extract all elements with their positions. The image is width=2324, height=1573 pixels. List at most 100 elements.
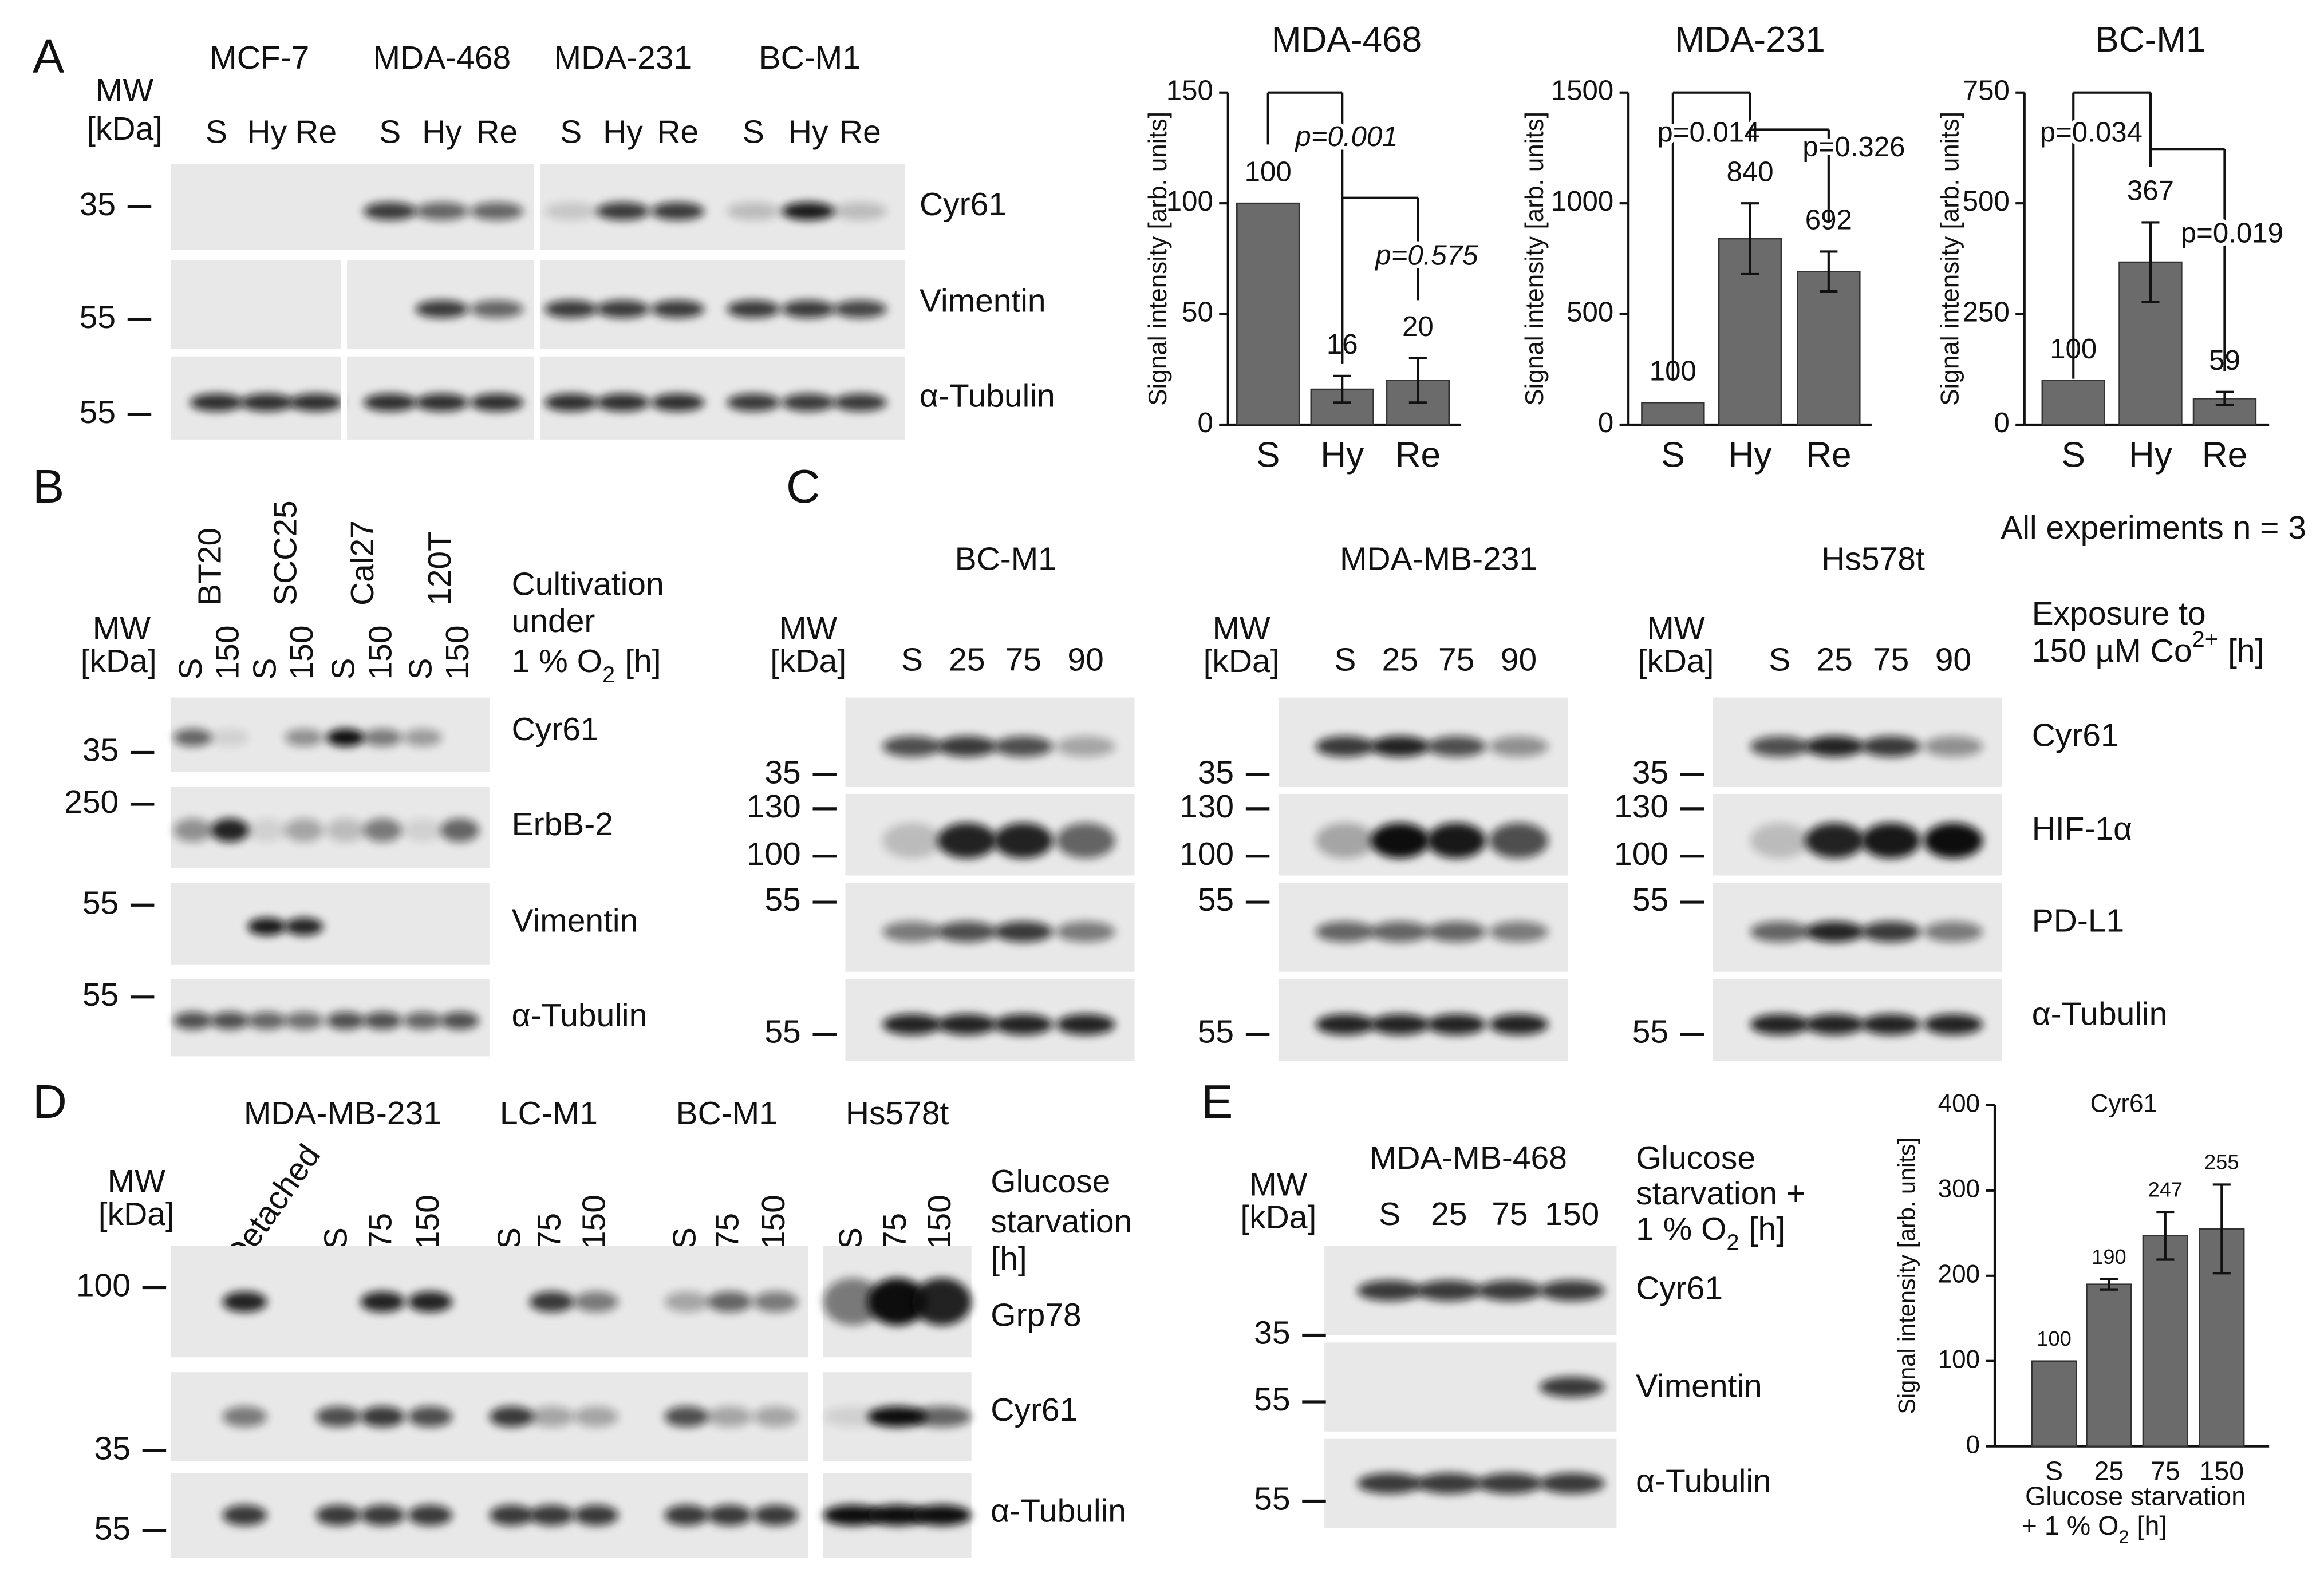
text-part: 2+ xyxy=(2192,626,2218,651)
band xyxy=(173,818,212,843)
band xyxy=(247,918,286,936)
protein-label: Vimentin xyxy=(512,902,638,939)
band xyxy=(993,736,1054,757)
text-part: [h] xyxy=(2137,1511,2167,1540)
lane-label: 150 xyxy=(1545,1196,1599,1232)
band xyxy=(707,1505,752,1526)
condition-line: under xyxy=(512,603,595,639)
lane-label: Hy xyxy=(788,113,828,150)
band xyxy=(937,921,997,942)
band xyxy=(1315,1014,1375,1035)
band xyxy=(1357,1473,1423,1494)
lane-label: S xyxy=(832,1227,869,1249)
bar xyxy=(1236,202,1300,426)
band xyxy=(360,1291,405,1313)
band xyxy=(210,818,250,843)
band xyxy=(489,1406,534,1428)
band xyxy=(363,1011,402,1030)
cell-line: Hs578t xyxy=(846,1095,949,1132)
p-value: p=0.034 xyxy=(2040,116,2143,148)
band xyxy=(574,1505,619,1526)
band xyxy=(529,1406,574,1428)
band xyxy=(782,202,835,220)
chart-title: MDA-231 xyxy=(1675,20,1825,60)
band xyxy=(1539,1376,1605,1398)
band xyxy=(1750,823,1810,859)
value-label: 100 xyxy=(2037,1327,2071,1350)
cell-line: MDA-MB-231 xyxy=(1340,540,1537,577)
lane-label: S xyxy=(1379,1196,1400,1232)
band xyxy=(753,1505,798,1526)
cell-line: BC-M1 xyxy=(759,39,861,76)
protein-label: Vimentin xyxy=(1636,1368,1762,1405)
condition-line: starvation xyxy=(991,1203,1132,1240)
band xyxy=(415,202,469,220)
text-part: [h] xyxy=(625,643,661,679)
value-label: 247 xyxy=(2148,1177,2183,1201)
value-label: 100 xyxy=(1245,156,1292,187)
band xyxy=(882,1014,942,1035)
band xyxy=(833,300,887,318)
band xyxy=(823,1406,883,1428)
lane-label: Hy xyxy=(603,113,643,150)
text-part: 2 xyxy=(1726,1230,1739,1255)
band xyxy=(1750,736,1810,757)
panel-label: D xyxy=(33,1075,67,1128)
band xyxy=(470,393,524,412)
protein-label: Cyr61 xyxy=(512,711,599,748)
bar xyxy=(2031,1360,2077,1447)
band xyxy=(544,300,598,318)
lane-label: 75 xyxy=(1005,641,1041,678)
label: MW xyxy=(1249,1166,1307,1203)
band xyxy=(173,728,212,747)
condition-line: Cultivation xyxy=(512,566,664,602)
condition-line: 1 % O2 [h] xyxy=(1636,1211,1785,1255)
band xyxy=(651,300,705,318)
band xyxy=(1861,736,1921,757)
condition-line: [h] xyxy=(991,1240,1027,1277)
protein-label: Cyr61 xyxy=(991,1392,1078,1428)
lane-label: S xyxy=(1334,641,1356,678)
mw-marker: 55 xyxy=(82,884,119,921)
cell-line: Cal27 xyxy=(344,520,381,606)
band xyxy=(937,736,997,757)
lane-label: 25 xyxy=(1817,641,1853,678)
x-tick-label: Re xyxy=(1395,435,1441,475)
lane-label: 90 xyxy=(1067,641,1103,678)
band xyxy=(1370,1014,1430,1035)
band xyxy=(289,393,343,412)
y-tick-label: 250 xyxy=(1963,297,2010,328)
mw-marker: 55 xyxy=(1254,1381,1290,1418)
x-tick-label: Re xyxy=(2202,435,2247,475)
lane-label: 75 xyxy=(1438,641,1474,678)
text-part: 1 % O xyxy=(1636,1211,1726,1247)
band xyxy=(1923,921,1983,942)
lane-label: 75 xyxy=(709,1213,745,1249)
y-tick-label: 100 xyxy=(1166,185,1213,217)
y-tick-label: 1000 xyxy=(1551,185,1613,217)
band xyxy=(440,818,479,843)
lane-label: 150 xyxy=(283,625,320,679)
band xyxy=(285,918,323,936)
cell-line: BT20 xyxy=(191,528,228,606)
mw-marker: 55 xyxy=(80,394,116,430)
mw-marker: 35 xyxy=(1632,754,1668,791)
lane-label: 75 xyxy=(362,1213,398,1249)
band xyxy=(1416,1280,1482,1301)
band xyxy=(782,300,835,318)
x-tick-label: S xyxy=(2062,435,2085,475)
band xyxy=(529,1505,574,1526)
band xyxy=(1805,1014,1865,1035)
x-tick-label: 25 xyxy=(2094,1456,2124,1486)
lane-label: Hy xyxy=(422,113,462,150)
band xyxy=(937,1014,997,1035)
band xyxy=(1426,921,1486,942)
band xyxy=(470,300,524,318)
x-tick-label: Hy xyxy=(1729,435,1772,475)
band xyxy=(912,1505,972,1526)
band xyxy=(1477,1280,1542,1301)
protein-label: Cyr61 xyxy=(1636,1270,1723,1307)
band xyxy=(993,921,1054,942)
band xyxy=(489,1505,534,1526)
text-part: Glucose xyxy=(991,1163,1110,1200)
